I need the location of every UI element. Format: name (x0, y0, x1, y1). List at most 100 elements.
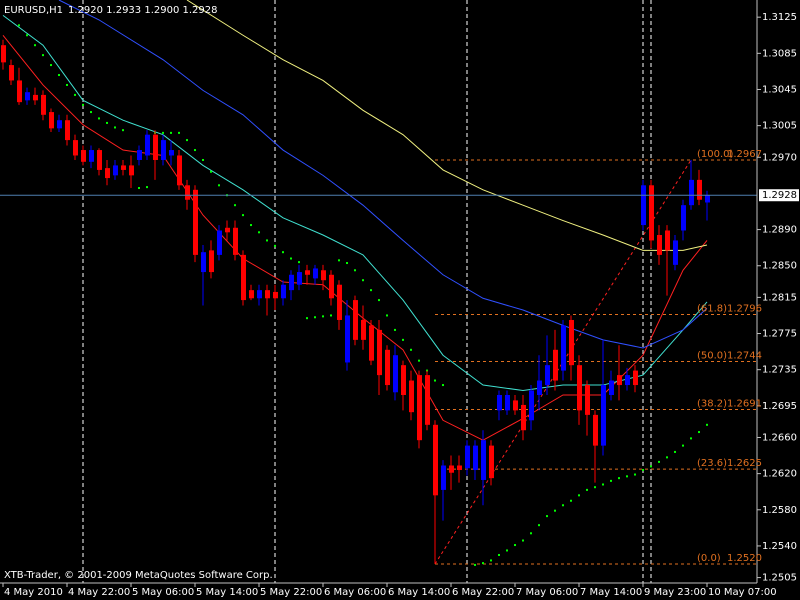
sar-dot (218, 184, 220, 187)
sar-dot (642, 469, 644, 472)
candle-body (225, 227, 230, 233)
candle-body (569, 319, 574, 366)
current-price-label: 1.2928 (762, 190, 797, 201)
candle-body (481, 440, 486, 480)
sar-dot (74, 93, 76, 96)
candle-body (193, 189, 198, 255)
candle-body (273, 291, 278, 299)
sar-dot (202, 158, 204, 161)
candle-body (641, 185, 646, 226)
candle-body (249, 290, 254, 299)
y-tick-label: 1.2815 (762, 292, 797, 303)
sar-dot (578, 494, 580, 497)
candle-body (169, 150, 174, 156)
candle-body (489, 445, 494, 479)
candle-body (633, 370, 638, 386)
sar-dot (418, 359, 420, 362)
candle-body (473, 445, 478, 471)
sar-dot (282, 251, 284, 254)
sar-dot (610, 479, 612, 482)
sar-dot (570, 499, 572, 502)
candle-body (321, 270, 326, 281)
sar-dot (42, 54, 44, 57)
sar-dot (242, 214, 244, 217)
sar-dot (266, 239, 268, 242)
candle-body (505, 394, 510, 411)
sar-dot (618, 477, 620, 480)
candle-body (81, 150, 86, 162)
candle-body (257, 290, 262, 299)
candle-body (57, 120, 62, 129)
sar-dot (490, 559, 492, 562)
candle-body (353, 300, 358, 340)
candle-body (393, 355, 398, 393)
candle-body (409, 380, 414, 413)
sar-dot (506, 549, 508, 552)
candle-body (625, 375, 630, 386)
candle-body (337, 284, 342, 320)
candle-body (433, 424, 438, 496)
y-tick-label: 1.2580 (762, 505, 797, 516)
x-tick-label: 6 May 22:00 (452, 587, 514, 598)
sar-dot (338, 259, 340, 262)
candle-body (265, 290, 270, 299)
sar-dot (138, 187, 140, 190)
y-tick-label: 1.2660 (762, 432, 797, 443)
sar-dot (58, 74, 60, 77)
candle-body (681, 205, 686, 231)
fib-ratio: (50.0) (697, 351, 727, 362)
candle-body (457, 465, 462, 471)
sar-dot (530, 532, 532, 535)
candle-body (73, 140, 78, 156)
sar-dot (522, 539, 524, 542)
sar-dot (594, 486, 596, 489)
sar-dot (146, 186, 148, 189)
sar-dot (26, 34, 28, 37)
sar-dot (690, 437, 692, 440)
sar-dot (34, 44, 36, 47)
candle-body (361, 319, 366, 340)
candle-body (281, 284, 286, 299)
sar-dot (386, 314, 388, 317)
sar-dot (586, 488, 588, 491)
day-separators (82, 0, 652, 583)
sar-dot (354, 269, 356, 272)
candle-body (329, 274, 334, 299)
x-tick-label: 5 May 22:00 (260, 587, 322, 598)
fib-ratio: (0.0) (697, 553, 721, 564)
candle-body (369, 325, 374, 361)
sar-dot (290, 257, 292, 260)
sar-dot (346, 262, 348, 265)
candle-body (297, 272, 302, 285)
candle-body (617, 375, 622, 386)
y-tick-label: 1.2620 (762, 469, 797, 480)
fib-value: 1.2967 (727, 149, 762, 160)
y-tick-label: 1.3085 (762, 48, 797, 59)
candle-body (113, 165, 118, 176)
candle-body (705, 195, 710, 203)
y-tick-label: 1.2890 (762, 225, 797, 236)
sar-dot (250, 224, 252, 227)
sar-dot (434, 379, 436, 382)
candle-body (129, 165, 134, 176)
candle-body (241, 254, 246, 301)
sar-dot (482, 562, 484, 565)
candle-body (209, 250, 214, 273)
moving-average (186, 0, 708, 251)
fib-ratio: (61.8) (697, 304, 727, 315)
sar-dot (410, 348, 412, 351)
candle-body (9, 65, 14, 81)
footer: XTB-Trader, © 2001-2009 MetaQuotes Softw… (4, 570, 273, 581)
candle-body (177, 155, 182, 186)
symbol: EURUSD,H1 (4, 5, 63, 16)
sar-dot (178, 131, 180, 134)
x-tick-label: 4 May 22:00 (68, 587, 130, 598)
x-tick-label: 5 May 14:00 (196, 587, 258, 598)
x-tick-label: 5 May 06:00 (132, 587, 194, 598)
moving-average (58, 0, 708, 349)
sar-dot (210, 170, 212, 173)
sar-dot (674, 450, 676, 453)
sar-dot (98, 117, 100, 120)
candle-body (121, 165, 126, 170)
